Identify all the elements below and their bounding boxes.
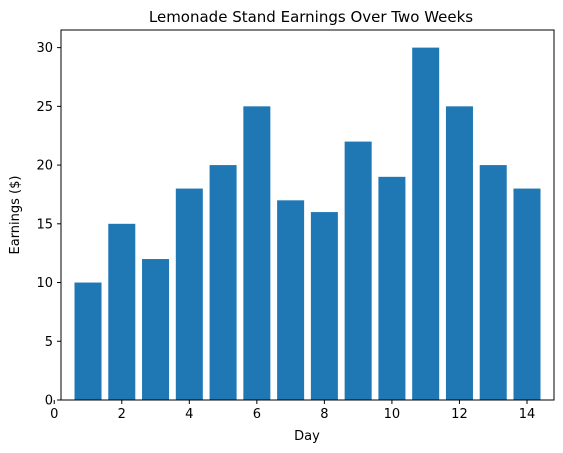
- x-tick-label: 4: [185, 407, 193, 422]
- bar-day-8: [310, 212, 338, 400]
- y-axis-label: Earnings ($): [8, 176, 23, 255]
- x-tick-label: 2: [118, 407, 126, 422]
- x-tick-label: 12: [451, 407, 468, 422]
- bars-group: [74, 47, 541, 401]
- y-axis-ticks: 0 5 10 15 20 25 30: [36, 41, 61, 409]
- bar-day-5: [209, 165, 237, 400]
- x-tick-label: 8: [320, 407, 328, 422]
- y-tick-label: 5: [45, 335, 53, 350]
- x-tick-label: 6: [253, 407, 261, 422]
- bar-day-6: [243, 106, 271, 400]
- bar-day-10: [378, 176, 406, 400]
- y-tick-label: 30: [36, 41, 53, 56]
- bar-day-11: [412, 47, 440, 400]
- x-tick-label: 14: [519, 407, 536, 422]
- y-tick-label: 15: [36, 217, 53, 232]
- bar-day-2: [108, 223, 136, 400]
- y-tick-label: 0: [45, 394, 53, 409]
- bar-day-4: [175, 188, 203, 400]
- bar-day-9: [344, 141, 372, 401]
- y-tick-label: 20: [36, 159, 53, 174]
- plot-frame: [60, 29, 555, 401]
- bar-day-14: [513, 188, 541, 400]
- bar-day-13: [479, 165, 507, 400]
- bar-day-12: [445, 106, 473, 400]
- x-tick-label: 0: [50, 407, 58, 422]
- y-tick-label: 25: [36, 100, 53, 115]
- x-axis-ticks: 0 2 4 6 8 10 12 14: [50, 400, 535, 422]
- x-axis-label: Day: [294, 429, 320, 444]
- bar-day-7: [277, 200, 305, 400]
- x-tick-label: 10: [384, 407, 401, 422]
- bar-day-1: [74, 282, 102, 400]
- y-tick-label: 10: [36, 276, 53, 291]
- chart-title: Lemonade Stand Earnings Over Two Weeks: [149, 8, 473, 26]
- bar-day-3: [142, 259, 170, 400]
